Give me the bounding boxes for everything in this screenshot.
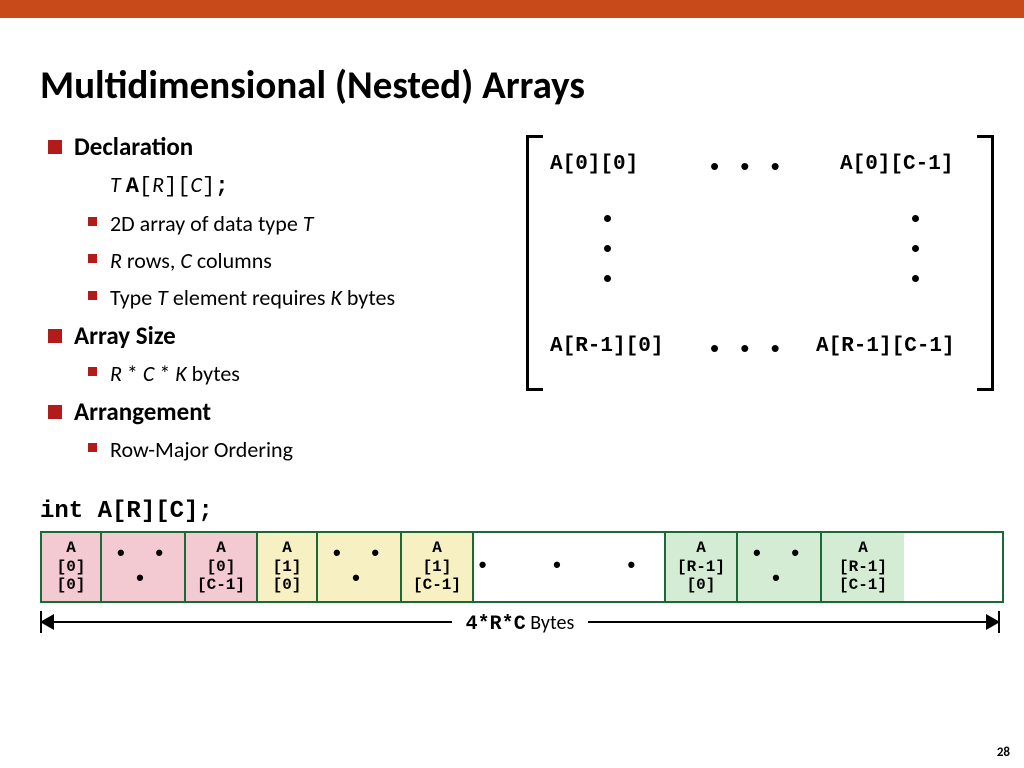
decl-item3-T: T	[157, 284, 168, 311]
decl-item-2d: 2D array of data type T	[40, 207, 500, 240]
decl-name-A: A	[126, 174, 139, 199]
memory-declaration: int A[R][C];	[40, 498, 984, 525]
formula-t2: *	[154, 360, 175, 387]
decl-item3-suffix: bytes	[342, 284, 395, 311]
matrix-hdots-top: • • •	[710, 151, 788, 182]
size-brace: 4*R*C Bytes	[40, 607, 1000, 641]
brace-tick-right	[998, 611, 1000, 633]
memory-cell: • • •	[474, 533, 666, 601]
memory-cell: A[0][0]	[42, 533, 102, 601]
memory-cell: A[1][0]	[258, 533, 318, 601]
top-bar	[0, 0, 1024, 18]
matrix-bracket-left	[526, 135, 543, 391]
decl-R: R	[152, 171, 164, 198]
arrangement-item: Row-Major Ordering	[40, 433, 500, 466]
memory-cell: • • •	[318, 533, 402, 601]
left-column: Declaration T A[R][C]; 2D array of data …	[40, 125, 500, 470]
decl-item2-suffix: columns	[192, 247, 272, 274]
matrix-bracket-right	[977, 135, 994, 391]
decl-item3-prefix: Type	[110, 284, 157, 311]
formula-C: C	[143, 360, 155, 387]
decl-C: C	[190, 171, 202, 198]
memory-cell: • • •	[102, 533, 186, 601]
decl-item3-mid: element requires	[168, 284, 331, 311]
declaration-code: T A[R][C];	[40, 168, 500, 203]
two-column-layout: Declaration T A[R][C]; 2D array of data …	[40, 125, 984, 470]
decl-item-rc: R rows, C columns	[40, 244, 500, 277]
matrix-vdot	[604, 215, 611, 222]
memory-cell: A[1][C-1]	[402, 533, 474, 601]
formula-K: K	[175, 360, 186, 387]
brace-line-right	[588, 621, 988, 623]
matrix-diagram: A[0][0] • • • A[0][C-1] A[R-1][0] • • • …	[530, 135, 990, 385]
matrix-vdot	[912, 215, 919, 222]
page-number: 28	[997, 745, 1010, 760]
brace-label-code: 4*R*C	[466, 613, 526, 636]
matrix-vdot	[604, 245, 611, 252]
memory-row: A[0][0]• • •A[0][C-1]A[1][0]• • •A[1][C-…	[40, 531, 1004, 603]
decl-item3-K: K	[330, 284, 341, 311]
matrix-cell-top-left: A[0][0]	[550, 153, 638, 176]
matrix-vdot	[912, 275, 919, 282]
memory-cell: A[0][C-1]	[186, 533, 258, 601]
formula-suffix: bytes	[187, 360, 240, 387]
decl-semicolon: ;	[215, 174, 228, 199]
memory-cell: A[R-1][C-1]	[822, 533, 904, 601]
matrix-vdot	[604, 275, 611, 282]
memory-cell: A[R-1][0]	[666, 533, 738, 601]
decl-type-T: T	[110, 171, 121, 198]
matrix-hdots-bottom: • • •	[710, 333, 788, 364]
arraysize-formula: R * C * K bytes	[40, 357, 500, 390]
heading-declaration: Declaration	[40, 131, 500, 162]
decl-item2-C: C	[180, 247, 192, 274]
decl-item-elem: Type T element requires K bytes	[40, 281, 500, 314]
slide-content: Multidimensional (Nested) Arrays Declara…	[0, 18, 1024, 641]
page-title: Multidimensional (Nested) Arrays	[40, 62, 984, 109]
matrix-vdot	[912, 245, 919, 252]
matrix-cell-bottom-right: A[R-1][C-1]	[816, 335, 955, 358]
matrix-cell-bottom-left: A[R-1][0]	[550, 335, 663, 358]
decl-item1-prefix: 2D array of data type	[110, 210, 303, 237]
brace-line-left	[52, 621, 452, 623]
brace-label: 4*R*C Bytes	[458, 611, 583, 636]
heading-arrangement: Arrangement	[40, 396, 500, 427]
decl-item2-mid: rows,	[122, 247, 180, 274]
matrix-cell-top-right: A[0][C-1]	[840, 153, 953, 176]
formula-R: R	[110, 360, 122, 387]
memory-cell: • • •	[738, 533, 822, 601]
decl-item2-R: R	[110, 247, 122, 274]
heading-arraysize: Array Size	[40, 320, 500, 351]
formula-t1: *	[122, 360, 143, 387]
brace-label-text: Bytes	[526, 611, 575, 635]
right-column: A[0][0] • • • A[0][C-1] A[R-1][0] • • • …	[530, 125, 990, 470]
decl-item1-T: T	[303, 210, 314, 237]
